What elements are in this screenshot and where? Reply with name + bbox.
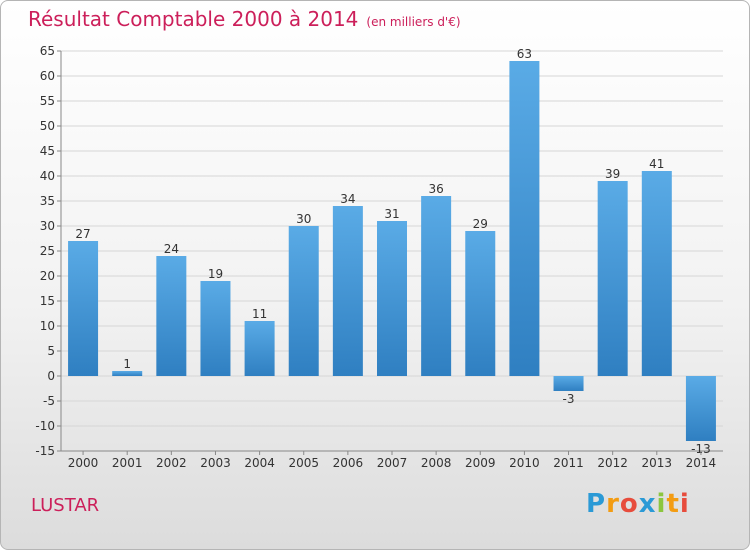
logo-letter: r bbox=[606, 489, 620, 519]
y-tick-label: -5 bbox=[43, 394, 55, 408]
y-tick-label: 0 bbox=[47, 369, 55, 383]
y-tick-label: 15 bbox=[40, 294, 55, 308]
logo-letter: x bbox=[638, 489, 657, 519]
y-tick-label: -10 bbox=[35, 419, 55, 433]
data-label: 63 bbox=[517, 47, 532, 61]
data-label: -3 bbox=[563, 392, 575, 406]
data-label: 30 bbox=[296, 212, 311, 226]
y-tick-label: -15 bbox=[35, 444, 55, 458]
bar bbox=[288, 226, 319, 376]
logo-letter: i bbox=[679, 489, 690, 519]
x-tick-label: 2002 bbox=[156, 456, 187, 470]
data-label: 19 bbox=[208, 267, 223, 281]
data-label: 34 bbox=[340, 192, 355, 206]
y-tick-label: 20 bbox=[40, 269, 55, 283]
x-tick-label: 2012 bbox=[597, 456, 628, 470]
y-tick-label: 10 bbox=[40, 319, 55, 333]
y-tick-label: 40 bbox=[40, 169, 55, 183]
y-tick-label: 45 bbox=[40, 144, 55, 158]
logo-letter: P bbox=[586, 489, 607, 519]
chart-subtitle: (en milliers d'€) bbox=[366, 15, 461, 29]
bar bbox=[68, 241, 99, 376]
data-label: 31 bbox=[384, 207, 399, 221]
x-tick-label: 2014 bbox=[686, 456, 717, 470]
y-tick-label: 25 bbox=[40, 244, 55, 258]
bar bbox=[597, 181, 628, 376]
bar bbox=[465, 231, 496, 376]
data-label: 39 bbox=[605, 167, 620, 181]
bar bbox=[244, 321, 275, 376]
proxiti-logo: Proxiti bbox=[586, 489, 690, 519]
data-label: 1 bbox=[123, 357, 131, 371]
x-tick-label: 2001 bbox=[112, 456, 143, 470]
x-tick-label: 2011 bbox=[553, 456, 584, 470]
logo-letter: o bbox=[619, 489, 639, 519]
x-tick-label: 2007 bbox=[377, 456, 408, 470]
x-tick-label: 2004 bbox=[244, 456, 275, 470]
chart-title-text: Résultat Comptable 2000 à 2014 bbox=[28, 7, 359, 31]
x-tick-label: 2003 bbox=[200, 456, 231, 470]
bar bbox=[332, 206, 363, 376]
data-label: 36 bbox=[428, 182, 443, 196]
x-tick-label: 2005 bbox=[288, 456, 319, 470]
bar bbox=[641, 171, 672, 376]
data-label: 29 bbox=[473, 217, 488, 231]
bar bbox=[553, 376, 584, 391]
commune-name: LUSTAR bbox=[31, 495, 100, 516]
bar bbox=[200, 281, 231, 376]
bar bbox=[421, 196, 452, 376]
bar bbox=[156, 256, 187, 376]
bar bbox=[112, 371, 143, 376]
x-tick-label: 2006 bbox=[333, 456, 364, 470]
x-tick-label: 2000 bbox=[68, 456, 99, 470]
bar bbox=[685, 376, 716, 441]
data-label: 11 bbox=[252, 307, 267, 321]
x-tick-label: 2009 bbox=[465, 456, 496, 470]
x-tick-label: 2008 bbox=[421, 456, 452, 470]
y-tick-label: 55 bbox=[40, 94, 55, 108]
data-label: 24 bbox=[164, 242, 179, 256]
data-label: 41 bbox=[649, 157, 664, 171]
data-label: -13 bbox=[691, 442, 711, 456]
logo-letter: i bbox=[656, 489, 667, 519]
bar bbox=[509, 61, 540, 376]
chart-title: Résultat Comptable 2000 à 2014 (en millie… bbox=[28, 7, 461, 31]
y-tick-label: 30 bbox=[40, 219, 55, 233]
logo-letter: t bbox=[666, 489, 680, 519]
y-tick-label: 35 bbox=[40, 194, 55, 208]
y-tick-label: 50 bbox=[40, 119, 55, 133]
y-tick-label: 65 bbox=[40, 44, 55, 58]
y-tick-label: 60 bbox=[40, 69, 55, 83]
x-tick-label: 2010 bbox=[509, 456, 540, 470]
x-tick-label: 2013 bbox=[642, 456, 673, 470]
y-tick-label: 5 bbox=[47, 344, 55, 358]
data-label: 27 bbox=[75, 227, 90, 241]
bar bbox=[377, 221, 407, 376]
